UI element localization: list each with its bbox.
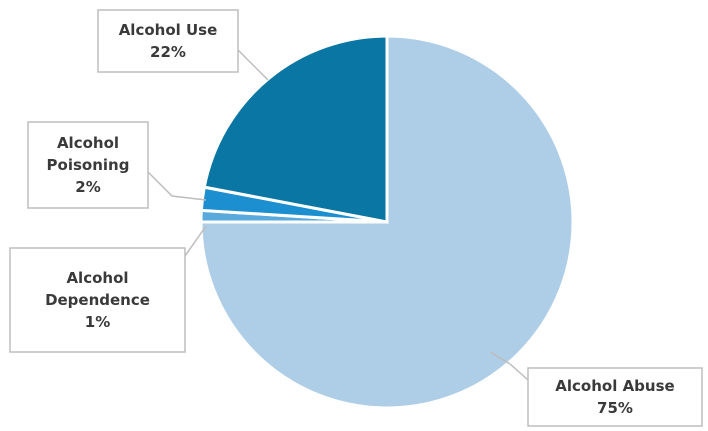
callouts: Alcohol Abuse75%AlcoholDependence1%Alcoh…: [9, 9, 703, 427]
callout-0: Alcohol Abuse 75%: [527, 367, 703, 427]
slice-label-3-line-0: Alcohol Use: [119, 21, 218, 39]
slice-label-0-line-0: Alcohol Abuse: [555, 377, 674, 395]
pie-slice-3: [202, 34, 389, 224]
leader-line-2: [147, 171, 207, 201]
callout-box-3: [97, 9, 239, 73]
pie-slices: [199, 34, 575, 410]
leader-line-1: [184, 225, 207, 257]
leader-lines: [147, 49, 529, 381]
slice-value-label-2: 2%: [75, 178, 100, 196]
slice-value-label-1: 1%: [85, 313, 110, 331]
slice-label-2-line-1: Poisoning: [47, 156, 130, 174]
callout-3: Alcohol Use 22%: [97, 9, 239, 73]
slice-value-label-0: 75%: [597, 399, 633, 417]
callout-box-0: [527, 367, 703, 427]
slice-label-1-line-1: Dependence: [45, 291, 150, 309]
slice-value-label-3: 22%: [150, 43, 186, 61]
callout-box-1: [9, 247, 186, 353]
slice-label-1-line-0: Alcohol: [66, 269, 128, 287]
leader-line-0: [489, 351, 529, 381]
callout-box-2: [27, 121, 149, 209]
slice-label-2-line-0: Alcohol: [57, 134, 119, 152]
callout-2: Alcohol Poisoning 2%: [27, 121, 149, 209]
callout-1: Alcohol Dependence 1%: [9, 247, 186, 353]
leader-line-3: [237, 49, 269, 81]
